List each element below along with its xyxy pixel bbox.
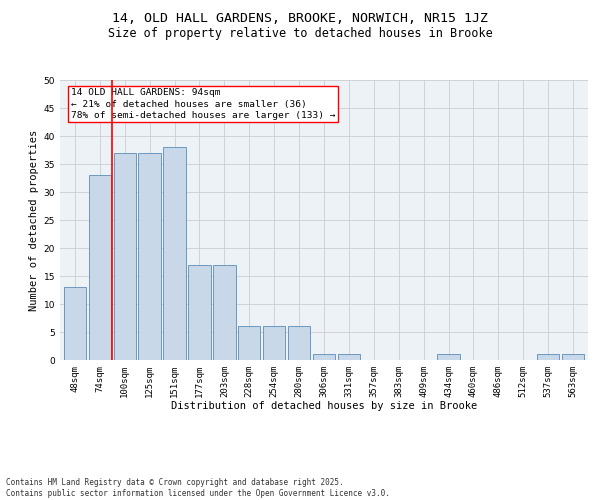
Bar [89, 175, 111, 360]
Y-axis label: Number of detached properties: Number of detached properties [29, 130, 40, 310]
Bar [437, 354, 460, 360]
Bar [263, 326, 286, 360]
Bar [238, 326, 260, 360]
Bar [64, 287, 86, 360]
Bar [288, 326, 310, 360]
Bar [313, 354, 335, 360]
Bar [338, 354, 360, 360]
Bar [139, 153, 161, 360]
Bar [562, 354, 584, 360]
Text: 14 OLD HALL GARDENS: 94sqm
← 21% of detached houses are smaller (36)
78% of semi: 14 OLD HALL GARDENS: 94sqm ← 21% of deta… [71, 88, 335, 120]
Bar [188, 265, 211, 360]
Bar [113, 153, 136, 360]
Bar [213, 265, 236, 360]
Bar [537, 354, 559, 360]
X-axis label: Distribution of detached houses by size in Brooke: Distribution of detached houses by size … [171, 402, 477, 411]
Bar [163, 147, 186, 360]
Text: Contains HM Land Registry data © Crown copyright and database right 2025.
Contai: Contains HM Land Registry data © Crown c… [6, 478, 390, 498]
Text: 14, OLD HALL GARDENS, BROOKE, NORWICH, NR15 1JZ: 14, OLD HALL GARDENS, BROOKE, NORWICH, N… [112, 12, 488, 26]
Text: Size of property relative to detached houses in Brooke: Size of property relative to detached ho… [107, 28, 493, 40]
